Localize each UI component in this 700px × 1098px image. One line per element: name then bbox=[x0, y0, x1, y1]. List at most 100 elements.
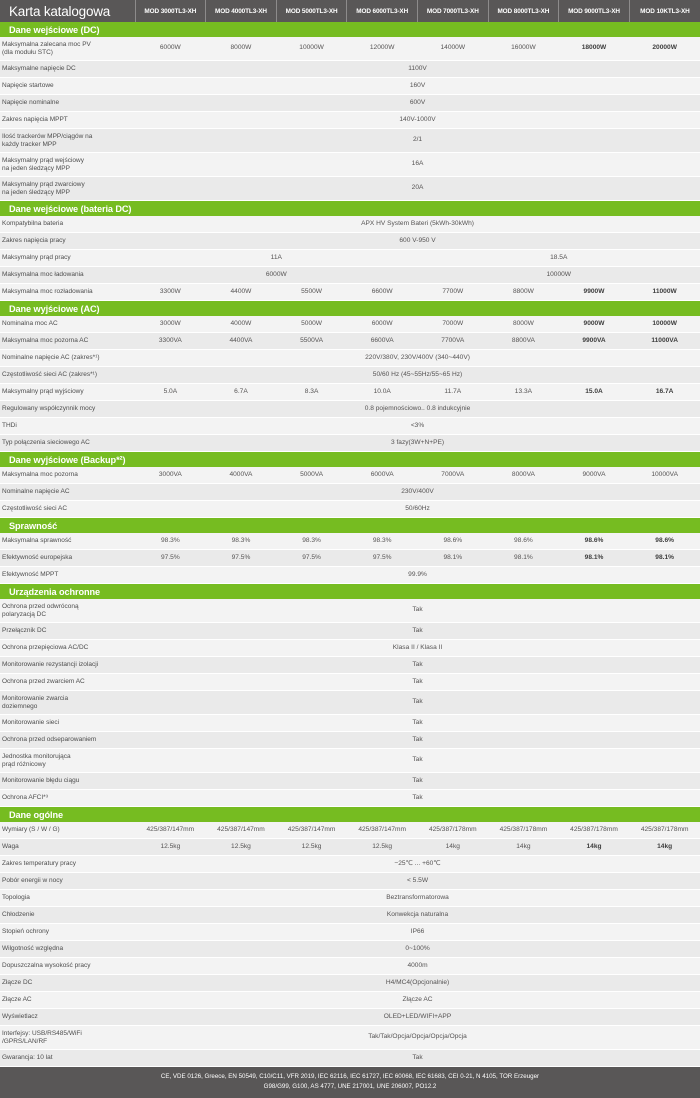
row-label: Częstotliwość sieci AC bbox=[0, 501, 135, 518]
cell-value: 6000VA bbox=[347, 467, 418, 484]
section-title: Dane wejściowe (DC) bbox=[0, 22, 700, 37]
cell-value: 3000VA bbox=[135, 467, 206, 484]
cell-value: Tak/Tak/Opcja/Opcja/Opcja/Opcja bbox=[135, 1026, 700, 1050]
row-label: Maksymalny prąd pracy bbox=[0, 250, 135, 267]
cell-value: <3% bbox=[135, 418, 700, 435]
cell-value: 3000W bbox=[135, 316, 206, 333]
cell-value: 11A bbox=[135, 250, 417, 267]
cell-value: 14kg bbox=[629, 839, 700, 856]
cell-value: Tak bbox=[135, 599, 700, 623]
cell-value: 8000VA bbox=[488, 467, 559, 484]
cell-value: 12.5kg bbox=[347, 839, 418, 856]
row-label: Efektywność europejska bbox=[0, 550, 135, 567]
cell-value: 20A bbox=[135, 177, 700, 201]
cell-value: 8800VA bbox=[488, 333, 559, 350]
cell-value: 98.6% bbox=[488, 533, 559, 550]
cell-value: 7000VA bbox=[417, 467, 488, 484]
section-title: Urządzenia ochronne bbox=[0, 584, 700, 600]
cell-value: 7000W bbox=[417, 316, 488, 333]
cell-value: 425/387/178mm bbox=[488, 822, 559, 839]
cell-value: 2/1 bbox=[135, 129, 700, 153]
cell-value: Tak bbox=[135, 790, 700, 807]
cell-value: 5000W bbox=[276, 316, 347, 333]
cell-value: 98.3% bbox=[276, 533, 347, 550]
row-label: Ochrona AFCI*³ bbox=[0, 790, 135, 807]
certifications-footer-row: CE, VDE 0126, Greece, EN 50549, C10/C11,… bbox=[0, 1067, 700, 1098]
cell-value: 97.5% bbox=[276, 550, 347, 567]
row-label: Monitorowanie błędu ciągu bbox=[0, 773, 135, 790]
certifications-footer: CE, VDE 0126, Greece, EN 50549, C10/C11,… bbox=[0, 1067, 700, 1098]
cell-value: 0.8 pojemnościowo.. 0.8 indukcyjnie bbox=[135, 401, 700, 418]
cell-value: 16A bbox=[135, 153, 700, 177]
cell-value: −25℃ ... +60℃ bbox=[135, 856, 700, 873]
table-row: Częstotliwość sieci AC (zakres*¹)50/60 H… bbox=[0, 367, 700, 384]
certifications-line-2: G98/G99, G100, AS 4777, UNE 217001, UNE … bbox=[10, 1082, 690, 1092]
section-header: Dane wejściowe (DC) bbox=[0, 22, 700, 37]
cell-value: Tak bbox=[135, 674, 700, 691]
row-label: Maksymalny prąd wyjściowy bbox=[0, 384, 135, 401]
cell-value: 6600W bbox=[347, 284, 418, 301]
row-label: Zakres temperatury pracy bbox=[0, 856, 135, 873]
section-title: Dane ogólne bbox=[0, 807, 700, 823]
row-label: Ochrona przepięciowa AC/DC bbox=[0, 640, 135, 657]
cell-value: 4000m bbox=[135, 958, 700, 975]
column-header-model-4: MOD 6000TL3-XH bbox=[347, 0, 418, 22]
cell-value: Tak bbox=[135, 732, 700, 749]
cell-value: 3 fazy(3W+N+PE) bbox=[135, 435, 700, 452]
cell-value: 15.0A bbox=[559, 384, 630, 401]
cell-value: 98.1% bbox=[629, 550, 700, 567]
cell-value: 600 V-950 V bbox=[135, 233, 700, 250]
page-title: Karta katalogowa bbox=[0, 0, 135, 22]
cell-value: 16000W bbox=[488, 37, 559, 61]
cell-value: 12.5kg bbox=[206, 839, 277, 856]
column-header-model-6: MOD 8000TL3-XH bbox=[488, 0, 559, 22]
row-label: Wilgotność względna bbox=[0, 941, 135, 958]
cell-value: 220V/380V, 230V/400V (340~440V) bbox=[135, 350, 700, 367]
cell-value: 10000W bbox=[276, 37, 347, 61]
row-label: Pobór energii w nocy bbox=[0, 873, 135, 890]
cell-value: 6000W bbox=[135, 267, 417, 284]
cell-value: 6.7A bbox=[206, 384, 277, 401]
cell-value: < 5.5W bbox=[135, 873, 700, 890]
cell-value: 50/60Hz bbox=[135, 501, 700, 518]
row-label: Napięcie startowe bbox=[0, 78, 135, 95]
table-row: Maksymalny prąd wejściowy na jeden śledz… bbox=[0, 153, 700, 177]
section-title: Dane wejściowe (bateria DC) bbox=[0, 201, 700, 217]
column-header-model-5: MOD 7000TL3-XH bbox=[417, 0, 488, 22]
cell-value: 1100V bbox=[135, 61, 700, 78]
row-label: Maksymalny prąd wejściowy na jeden śledz… bbox=[0, 153, 135, 177]
cell-value: 425/387/147mm bbox=[206, 822, 277, 839]
cell-value: 9900VA bbox=[559, 333, 630, 350]
row-label: Waga bbox=[0, 839, 135, 856]
table-row: Ilość trackerów MPP/ciągów na każdy trac… bbox=[0, 129, 700, 153]
cell-value: 98.3% bbox=[206, 533, 277, 550]
cell-value: 0~100% bbox=[135, 941, 700, 958]
cell-value: 20000W bbox=[629, 37, 700, 61]
cell-value: 425/387/147mm bbox=[347, 822, 418, 839]
cell-value: Klasa II / Klasa II bbox=[135, 640, 700, 657]
row-label: Typ połączenia sieciowego AC bbox=[0, 435, 135, 452]
cell-value: APX HV System Bateri (5kWh-30kWh) bbox=[135, 216, 700, 233]
